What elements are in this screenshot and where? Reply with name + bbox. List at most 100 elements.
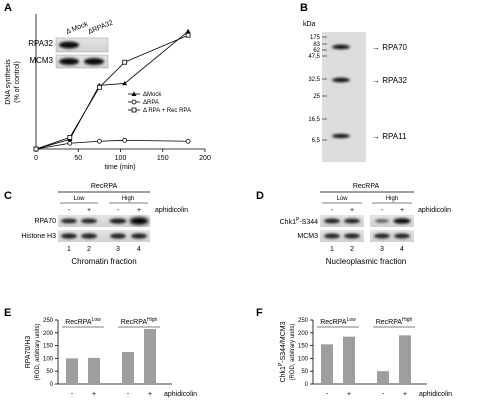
panel-label-c: C [4, 190, 12, 202]
blot-d-gel-bottom-left [320, 230, 364, 242]
chart-e-y-tick-label: 250 [43, 318, 54, 324]
chart-e-y-tick-label: 50 [46, 369, 53, 375]
chart-a-x-tick-label: 100 [115, 155, 127, 162]
inset-row-mcm3: MCM3 [29, 56, 53, 65]
inset-band-mcm3-1 [59, 58, 79, 65]
chart-a-series-line [35, 34, 189, 150]
gel-b-band-rpa70 [332, 44, 350, 50]
blot-d-band-4 [393, 218, 411, 224]
chart-a-y-label-2: (% of control) [14, 61, 21, 103]
blot-c-aphidicolin: aphidicolin [155, 207, 188, 214]
chart-f-x-tick-label: + [403, 391, 407, 398]
blot-c-sign-2: + [87, 207, 91, 214]
blot-d-gel-top-right [370, 215, 414, 227]
chart-f-bar [321, 344, 333, 384]
inset-band-mcm3-2 [84, 58, 104, 65]
blot-d-mcm3-4 [394, 233, 410, 239]
gel-b-marker-label: 25 [313, 94, 320, 100]
blot-d-band-2 [344, 218, 360, 224]
chart-a-point-mock [122, 80, 128, 86]
chart-f-y-label-2: (ROD, arbitrary units) [290, 323, 296, 380]
blot-d-gel-bottom-right [370, 230, 414, 242]
chart-a-point-rpa [185, 138, 191, 144]
blot-c-row-rpa70: RPA70 [34, 218, 56, 225]
blot-c-sign-1: - [68, 207, 71, 214]
chart-a-x-label: time (min) [104, 164, 135, 171]
chart-e-group-label: RecRPAHigh [121, 317, 158, 326]
gel-b-marker-label: 6,5 [312, 138, 321, 144]
blot-d-lane-2: 2 [350, 246, 354, 253]
chart-a-point-recrpa [33, 146, 39, 152]
legend-marker-triangle [131, 91, 137, 96]
blot-c-lane-4: 4 [137, 246, 141, 253]
blot-c-caption: Chromatin fraction [71, 257, 136, 266]
blot-d-low: Low [336, 196, 348, 202]
chart-e-x-tick-label: + [92, 391, 96, 398]
chart-f-group-label: RecRPAHigh [376, 317, 413, 326]
chart-a-point-recrpa [67, 135, 73, 140]
chart-a-series [33, 28, 191, 152]
blot-d-mcm3-1 [324, 233, 340, 239]
chart-f-bar [399, 335, 411, 384]
blot-d-row-chk1: Chk1P-S344 [280, 217, 318, 226]
blot-c-h3-1 [61, 233, 77, 239]
panel-a-inset-blot: RPA32 MCM3 Δ Mock ΔRPA32 [28, 19, 114, 69]
blot-d-row-mcm3: MCM3 [297, 233, 318, 240]
chart-f-y-tick-label: 100 [298, 356, 309, 362]
blot-d-gel-top-left [320, 215, 364, 227]
panel-label-e: E [4, 307, 11, 319]
legend-marker-circle [131, 99, 137, 105]
blot-d-band-1 [324, 218, 340, 224]
blot-c-lane-3: 3 [116, 246, 120, 253]
gel-b-marker-label: 16,5 [308, 117, 320, 123]
gel-b-label-rpa32: → RPA32 [372, 76, 408, 85]
chart-f-y-tick-label: 200 [298, 331, 309, 337]
blot-c-row-h3: Histone H3 [21, 233, 56, 240]
legend-marker-square [131, 107, 137, 113]
chart-e-x-tick-label: + [148, 391, 152, 398]
chart-f-y-tick-label: 0 [305, 382, 309, 388]
inset-col-mock: Δ Mock [65, 21, 89, 36]
chart-e-bar [88, 357, 100, 384]
chart-e-y-tick-label: 0 [50, 382, 54, 388]
blot-c-gel-top [58, 215, 150, 227]
chart-f-y-label: Chk1P-S344/MCM3 [278, 321, 287, 382]
chart-a-x-tick-label: 50 [74, 155, 82, 162]
blot-c-band-2 [81, 218, 97, 224]
blot-d-lane-3: 3 [380, 246, 384, 253]
chart-a-point-recrpa [122, 59, 128, 65]
chart-a-x-tick-label: 200 [199, 155, 211, 162]
chart-e-y-tick-label: 150 [43, 344, 54, 350]
chart-e-group-label: RecRPALow [65, 317, 101, 326]
chart-e-y-label-2: (ROD, arbitrary units) [35, 323, 41, 380]
chart-a-point-recrpa [96, 84, 102, 90]
chart-f-bar [343, 336, 355, 384]
legend-label-recrpa: Δ RPA + Rec RPA [143, 108, 191, 114]
panel-a-line-chart: 0 50 100 150 200 time (min) DNA synthesis (%… [5, 14, 211, 171]
blot-c-header: RecRPA [91, 183, 118, 190]
chart-e-x-tick-label: - [127, 391, 130, 398]
blot-c-lane-2: 2 [87, 246, 91, 253]
panel-label-f: F [256, 307, 263, 319]
panel-label-a: A [4, 2, 12, 14]
chart-a-point-rpa [96, 138, 102, 144]
gel-b-label-rpa11: → RPA11 [372, 132, 407, 141]
blot-d-lane-1: 1 [330, 246, 334, 253]
legend-label-mock: ΔMock [143, 92, 162, 98]
chart-e-x-label: aphidicolin [164, 391, 197, 398]
blot-c-lane-1: 1 [67, 246, 71, 253]
blot-d-header: RecRPA [353, 183, 380, 190]
blot-c-sign-4: + [137, 207, 141, 214]
blot-c-low: Low [73, 196, 85, 202]
chart-a-point-recrpa [185, 32, 191, 38]
chart-a-point-rpa [122, 137, 128, 143]
chart-e-x-tick-label: - [71, 391, 74, 398]
chart-a-x-tick-label: 150 [157, 155, 169, 162]
chart-a-y-label-1: DNA synthesis [5, 59, 12, 105]
chart-e-bar [66, 358, 78, 384]
chart-e-y-label: RPA70/H3 [25, 336, 32, 369]
gel-b-marker-label: 62 [313, 48, 320, 54]
blot-d-sign-1: - [331, 207, 334, 214]
blot-d-mcm3-3 [374, 233, 390, 239]
panel-d-blot: RecRPA Low High - + - + aphidicolin Chk1… [280, 183, 452, 266]
